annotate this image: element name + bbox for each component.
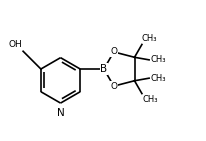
Text: CH₃: CH₃: [150, 55, 166, 64]
Text: CH₃: CH₃: [142, 34, 157, 43]
Text: CH₃: CH₃: [150, 74, 166, 83]
Text: O: O: [110, 47, 117, 56]
Text: O: O: [110, 82, 117, 91]
Text: B: B: [100, 64, 108, 74]
Text: OH: OH: [8, 40, 22, 49]
Text: N: N: [57, 108, 64, 118]
Text: CH₃: CH₃: [143, 95, 158, 104]
